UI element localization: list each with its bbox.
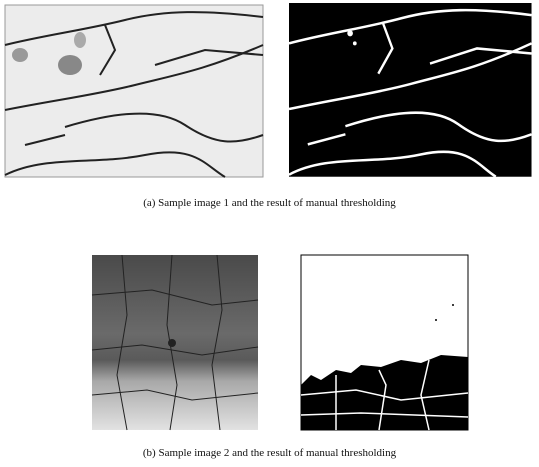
caption: (b) Sample image 2 and the result of man… [0,447,539,459]
figure-page: (a) Sample image 1 and the result of man… [0,0,539,467]
figure-images [0,0,539,467]
caption: (a) Sample image 1 and the result of man… [0,197,539,209]
threshold-result-1 [289,3,532,177]
sample-image-2 [92,255,258,430]
threshold-result-2 [301,255,468,430]
sample-image-1 [5,5,263,177]
